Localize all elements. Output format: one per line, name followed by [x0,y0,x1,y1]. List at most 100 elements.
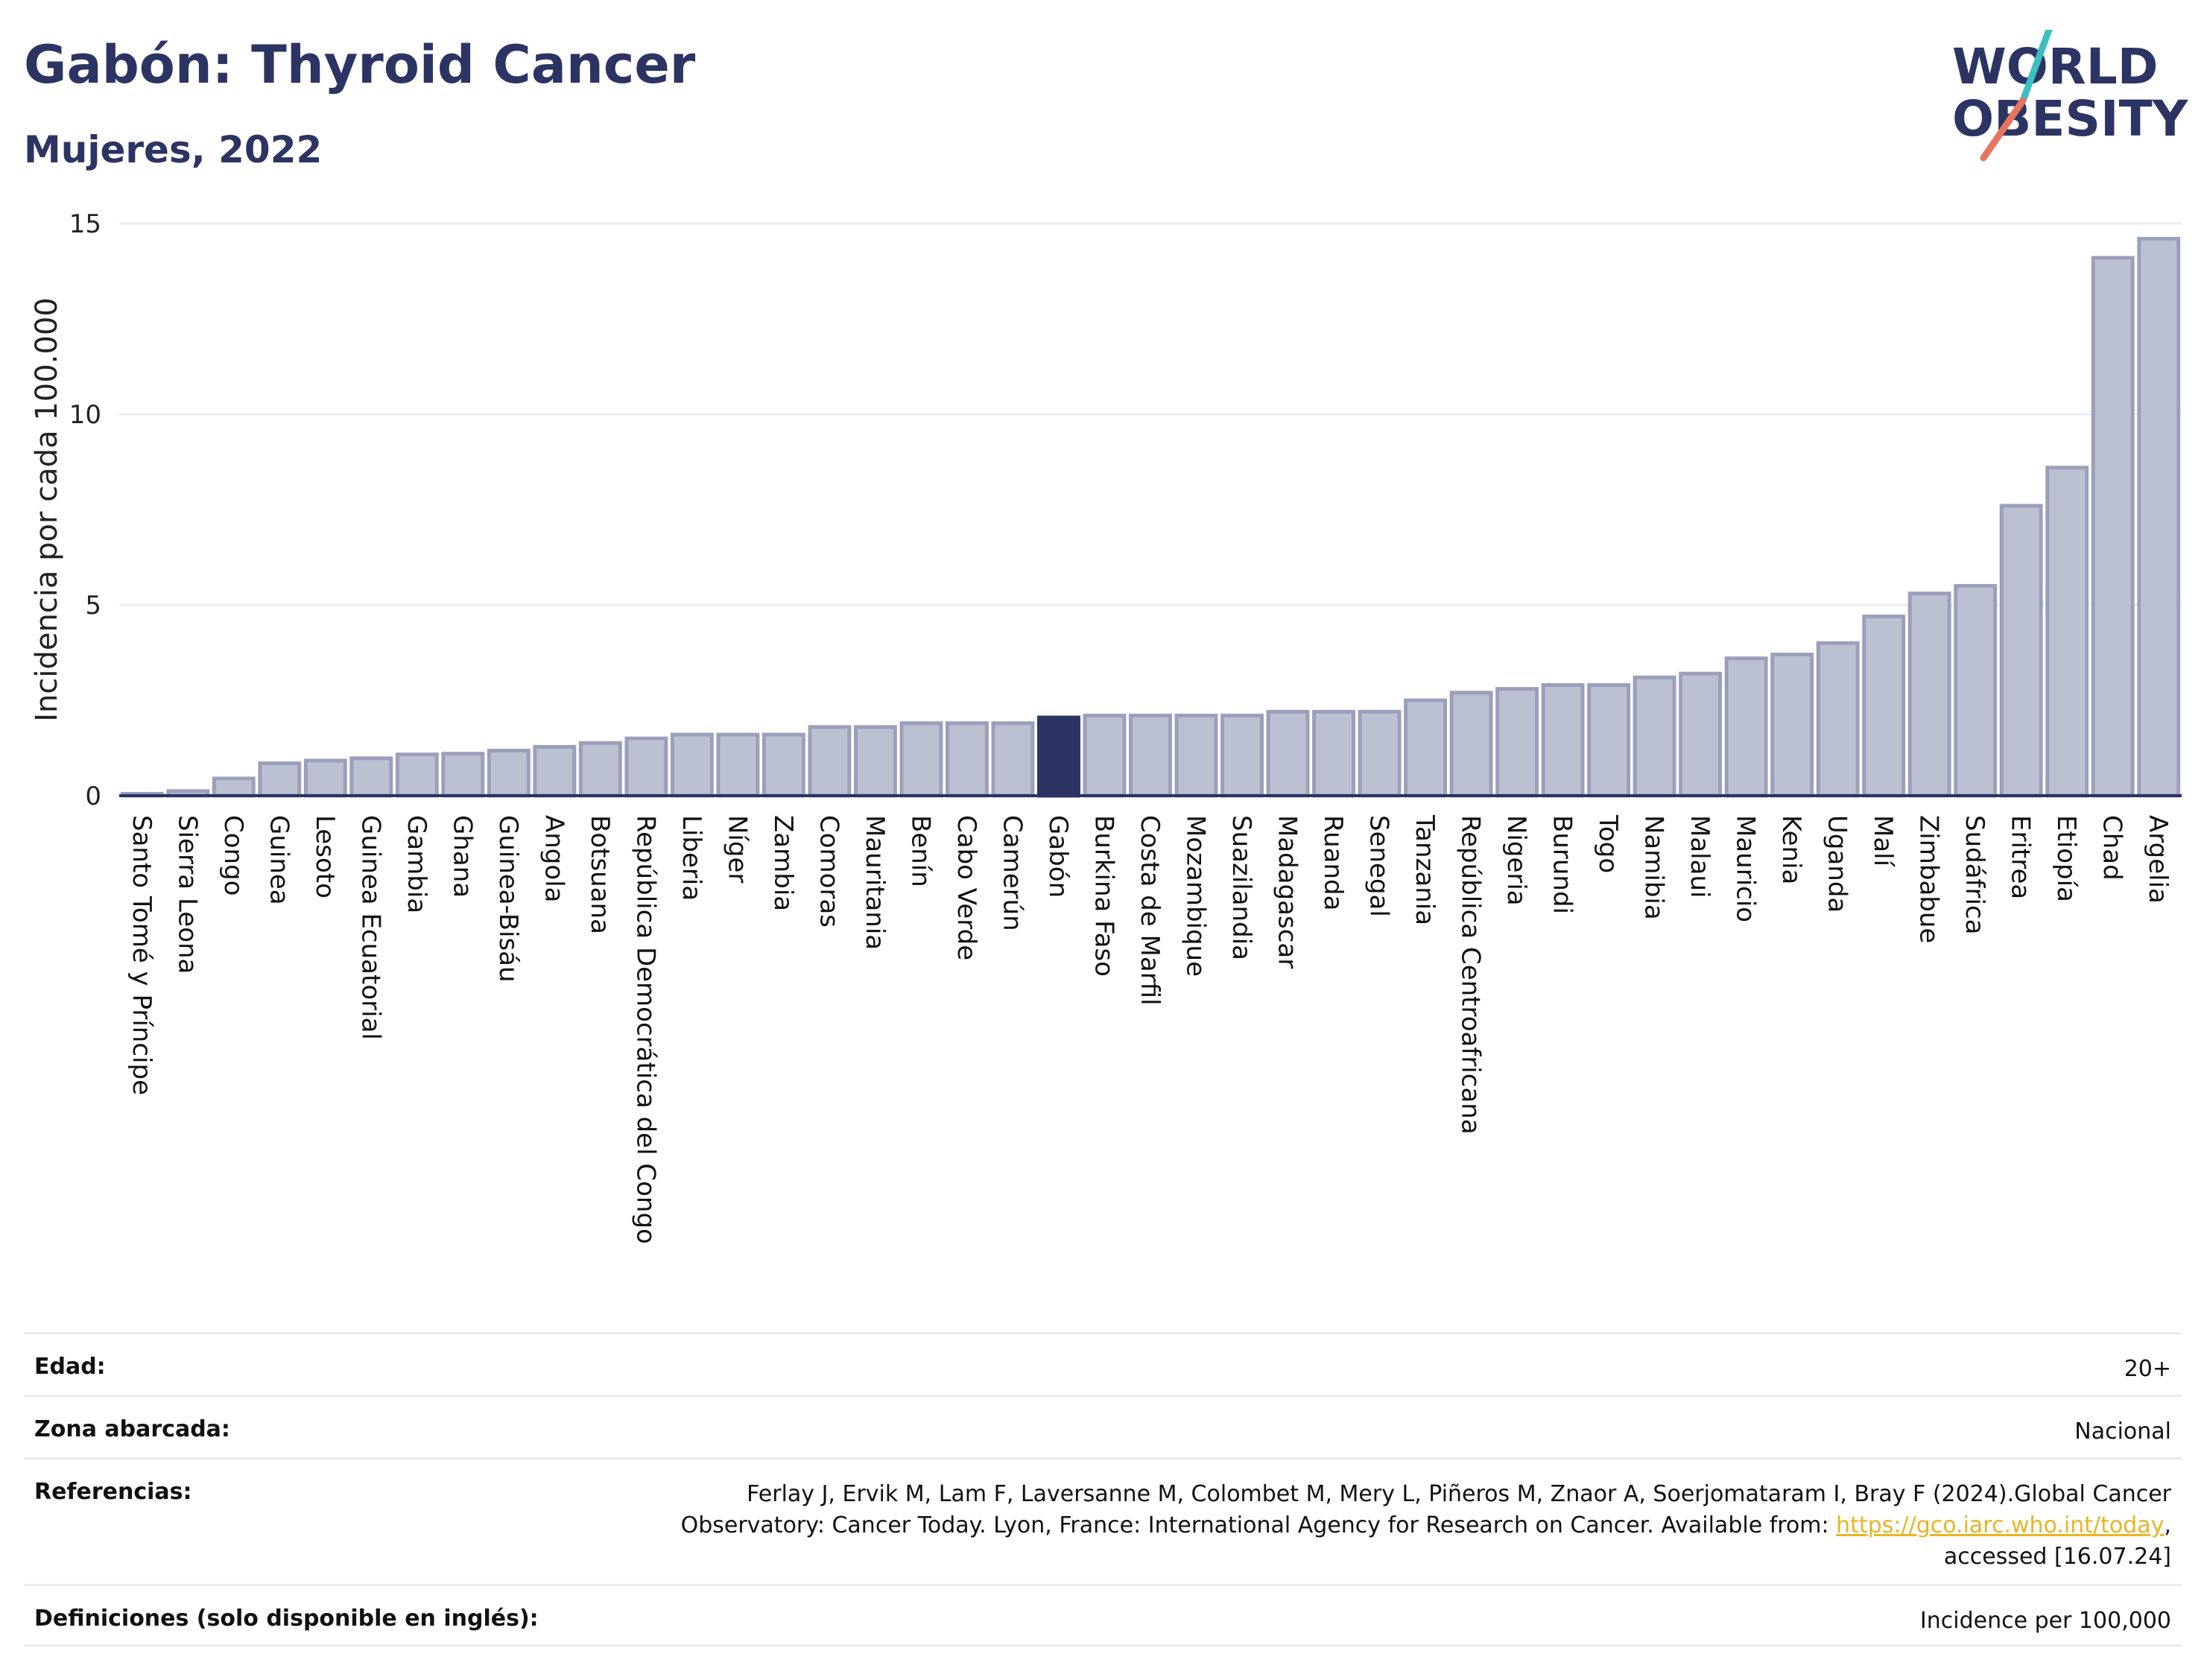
bar [1404,698,1448,798]
x-tick-label: Madagascar [1273,815,1302,969]
bar [946,721,989,798]
x-tick-label: Sudáfrica [1960,815,1989,934]
bar [899,721,943,798]
bar [395,752,439,798]
x-tick-label: Angola [539,815,569,902]
bar [716,732,760,798]
world-obesity-logo: WORLD OBESITY [1952,30,2189,162]
x-tick-label: Mauricio [1731,815,1761,922]
meta-row-references: Referencias: Ferlay J, Ervik M, Lam F, L… [24,1457,2182,1584]
bar [808,725,852,798]
grid-lines [119,222,2182,606]
logo-line2: OBESITY [1952,90,2189,148]
x-tick-label: Uganda [1823,815,1852,913]
bar [441,752,485,798]
y-axis-label: Incidencia por cada 100.000 [30,297,64,722]
chart-subtitle: Mujeres, 2022 [24,128,323,171]
y-tick-label: 10 [69,400,101,430]
bar [1770,653,1814,798]
y-tick-label: 0 [85,782,101,811]
x-tick-label: Mauritania [860,815,890,950]
x-tick-label: Camerún [997,815,1027,931]
bar [1495,687,1539,798]
chart-title: Gabón: Thyroid Cancer [24,34,696,95]
x-tick-label: Gabón [1043,815,1073,898]
x-tick-label: Gambia [402,815,431,913]
x-tick-label: Senegal [1364,815,1394,917]
reference-text: Ferlay J, Ervik M, Lam F, Laversanne M, … [680,1481,2171,1538]
reference-link[interactable]: https://gco.iarc.who.int/today [1836,1512,2165,1538]
x-tick-label: Kenia [1776,815,1806,884]
x-tick-label: Costa de Marfil [1135,815,1165,1006]
bar [2091,256,2135,798]
meta-label-references: Referencias: [34,1479,192,1505]
meta-row-definitions: Definiciones (solo disponible en inglés)… [24,1584,2182,1646]
bar [1587,683,1631,798]
bar [258,761,302,798]
logo-line1: WORLD [1952,38,2159,95]
x-axis-labels: Santo Tomé y Príncipe Sierra Leona Congo Gu… [127,814,2173,1244]
y-tick-label: 15 [69,209,101,239]
x-tick-label: Cabo Verde [951,815,981,960]
meta-label-area: Zona abarcada: [34,1416,230,1442]
bar [853,725,897,798]
x-tick-label: Malí [1868,815,1898,868]
x-tick-label: Burkina Faso [1089,815,1118,977]
x-tick-label: Nigeria [1501,815,1531,906]
x-tick-label: Namibia [1639,815,1669,920]
x-tick-label: Santo Tomé y Príncipe [127,815,156,1095]
reference-accessed: , accessed [16.07.24] [1943,1512,2171,1570]
bar [991,721,1035,798]
bar [670,732,714,798]
bar [1541,683,1585,798]
x-tick-label: Togo [1593,814,1623,873]
x-tick-label: Níger [722,815,752,883]
bar [487,749,531,798]
bar [1862,614,1906,798]
x-tick-label: República Democrática del Congo [630,815,660,1244]
x-tick-label: Argelia [2143,815,2173,904]
x-tick-label: Zimbabue [1914,815,1944,943]
bar [1358,709,1402,798]
x-tick-label: Tanzania [1410,814,1440,925]
bar [1633,675,1676,798]
meta-label-age: Edad: [34,1354,106,1380]
meta-value-area: Nacional [2074,1419,2171,1445]
bar [2137,236,2181,798]
bar [578,741,622,798]
x-tick-label: Benín [905,815,935,887]
x-tick-label: Mozambique [1181,815,1211,977]
meta-value-references: Ferlay J, Ervik M, Lam F, Laversanne M, … [644,1479,2171,1573]
logo-slash-coral [1980,97,2027,162]
bar [2045,466,2089,798]
x-tick-label: Botsuana [585,815,615,934]
bar [1312,709,1355,798]
bar [1129,713,1172,798]
x-tick-label: Guinea [264,815,294,905]
meta-value-definitions: Incidence per 100,000 [1919,1608,2171,1634]
meta-label-definitions: Definiciones (solo disponible en inglés)… [34,1605,539,1632]
bar [1220,713,1264,798]
bar [1724,656,1768,798]
x-tick-label: Chad [2097,815,2127,881]
bar [1907,592,1951,798]
bar [1999,504,2043,798]
x-tick-label: Ghana [447,815,477,898]
x-tick-label: Suazilandia [1226,815,1256,960]
metadata-table: Edad: 20+ Zona abarcada: Nacional Refere… [24,1332,2182,1646]
x-tick-label: República Centroafricana [1456,815,1486,1135]
bar [1266,709,1310,798]
x-tick-label: Comoras [814,815,843,928]
bar [303,758,347,798]
bar [212,776,256,798]
meta-row-age: Edad: 20+ [24,1332,2182,1395]
x-tick-label: Ruanda [1318,815,1348,910]
x-tick-label: Burundi [1548,815,1577,914]
bar [1037,715,1080,798]
bar [349,756,393,798]
meta-value-age: 20+ [2124,1356,2171,1382]
bar [1954,583,1998,798]
y-axis-ticks: 0 5 10 15 [69,209,101,811]
x-tick-label: Lesoto [310,815,340,898]
bar [533,744,577,798]
